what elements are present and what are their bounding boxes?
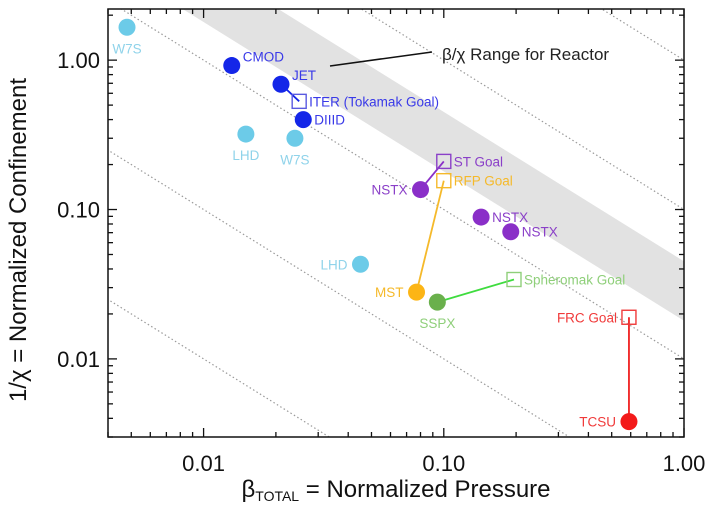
data-point-circle [428, 293, 446, 311]
reference-lines-layer [108, 9, 684, 437]
data-point-square [621, 309, 637, 325]
data-point-circle [286, 129, 304, 147]
data-point-circle [502, 223, 520, 241]
data-point-square [436, 172, 452, 189]
band-annotation-label: β/χ Range for Reactor [442, 45, 609, 64]
x-axis-label-text: = Normalized Pressure [299, 476, 550, 503]
data-point-label: NSTX [522, 225, 558, 240]
connector-line [415, 180, 445, 293]
reactor-band [182, 9, 684, 321]
data-point-circle [472, 208, 490, 226]
y-tick-label: 0.01 [57, 347, 100, 372]
x-tick-label: 0.10 [422, 451, 465, 476]
x-tick-label: 0.01 [182, 451, 225, 476]
reference-line [108, 149, 571, 437]
reference-line [120, 9, 684, 360]
data-point-circle [118, 18, 136, 36]
reactor-band-layer [182, 9, 684, 321]
data-point-label: LHD [320, 257, 347, 272]
data-point-label: ITER (Tokamak Goal) [309, 94, 439, 109]
data-point-square [436, 153, 452, 170]
data-point-circle [412, 181, 430, 199]
data-point-label: W7S [112, 41, 141, 56]
y-tick-label: 1.00 [57, 48, 100, 73]
data-point-label: W7S [280, 152, 309, 167]
data-point-label: CMOD [243, 50, 284, 65]
reference-line [108, 298, 331, 437]
data-point-circle [272, 75, 290, 93]
data-point-label: LHD [232, 148, 259, 163]
data-point-label: SSPX [419, 316, 455, 331]
data-point-label: RFP Goal [454, 174, 513, 189]
data-point-circle [408, 283, 426, 301]
reference-line [360, 9, 684, 211]
data-point-circle [294, 111, 312, 129]
data-point-label: TCSU [579, 415, 616, 430]
y-axis-label: 1/χ = Normalized Confinement [5, 78, 32, 402]
x-axis-label-beta: β [241, 476, 255, 503]
data-point-circle [351, 255, 369, 273]
x-tick-label: 1.00 [663, 451, 706, 476]
data-point-label: MST [375, 285, 404, 300]
data-point-label: Spheromak Goal [524, 273, 625, 288]
axes-layer: 0.01 0.10 1.00 0.01 0.10 1.00 [57, 8, 706, 476]
data-point-label: FRC Goal [557, 310, 617, 325]
annotation-layer: β/χ Range for Reactor [329, 45, 609, 67]
data-point-square [506, 271, 522, 288]
x-axis-label: βTOTAL = Normalized Pressure [241, 476, 550, 504]
points-layer: W7S CMOD JET ITER (Tokamak Goal) DIIID LHD W7S… [112, 18, 638, 431]
data-point-circle [237, 125, 255, 143]
plot-frame [107, 8, 685, 438]
data-point-label: NSTX [371, 183, 407, 198]
data-point-label: JET [292, 68, 316, 83]
data-point-label: NSTX [492, 210, 528, 225]
data-point-label: DIIID [314, 113, 345, 128]
band-annotation-leader [329, 51, 433, 67]
connector-line [437, 278, 515, 303]
x-axis-label-subscript: TOTAL [255, 488, 299, 504]
data-point-square [291, 93, 307, 110]
data-point-circle [223, 57, 241, 75]
y-tick-label: 0.10 [57, 198, 100, 223]
data-point-circle [620, 413, 638, 431]
data-point-label: ST Goal [454, 154, 503, 169]
